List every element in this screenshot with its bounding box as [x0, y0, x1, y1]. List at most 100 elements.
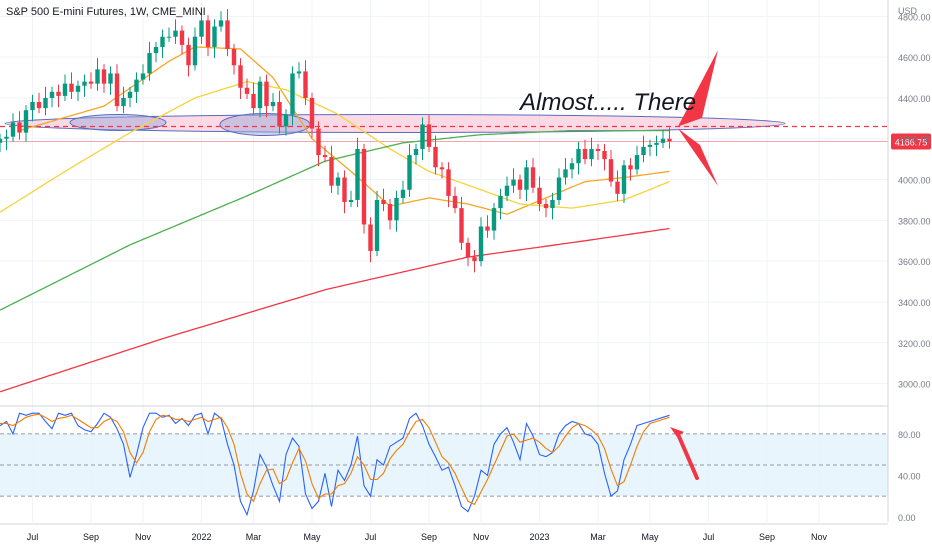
candle-body [290, 73, 295, 115]
candle-body [30, 102, 35, 111]
arrow-upper-icon [678, 50, 718, 127]
candle-body [4, 136, 9, 139]
moving-average-line [0, 129, 670, 311]
candle-body [608, 159, 614, 182]
candle-body [641, 146, 646, 156]
price-tick-label: 3800.00 [898, 216, 931, 226]
candle-body [10, 122, 16, 137]
candle-body [231, 48, 237, 66]
candle-body [563, 169, 568, 178]
candle-body [556, 177, 562, 200]
candle-body [355, 148, 360, 200]
candle-body [322, 155, 328, 158]
highlight-ellipse-left [69, 114, 167, 132]
candle-body [511, 179, 516, 186]
candle-body [628, 165, 633, 170]
candle-body [576, 148, 581, 164]
candle-body [316, 128, 321, 156]
time-tick-label: Jul [365, 532, 377, 542]
time-tick-label: 2022 [191, 532, 211, 542]
candle-body [472, 257, 477, 262]
candle-body [17, 122, 22, 133]
price-tick-label: 4200.00 [898, 135, 931, 145]
candle-body [459, 208, 464, 243]
candle-body [309, 97, 315, 129]
candle-body [524, 167, 529, 190]
candle-body [179, 30, 185, 45]
price-tick-label: 3400.00 [898, 298, 931, 308]
candle-body [602, 150, 607, 160]
candle-body [212, 26, 217, 47]
candle-body [186, 44, 191, 66]
time-tick-label: Sep [421, 532, 437, 542]
candle-body [433, 146, 438, 168]
candle-body [335, 177, 341, 186]
candle-body [218, 20, 224, 27]
candle-body [550, 199, 555, 209]
candle-body [199, 20, 204, 37]
time-tick-label: Mar [246, 532, 262, 542]
candle-body [420, 124, 425, 149]
candle-body [478, 226, 484, 262]
candle-body [121, 97, 126, 107]
price-tick-label: 3600.00 [898, 257, 931, 267]
time-tick-label: Nov [811, 532, 828, 542]
candle-body [43, 97, 48, 109]
candle-body [465, 242, 471, 258]
candle-body [225, 20, 230, 49]
oscillator-arrow-shaft-icon [675, 430, 699, 480]
oscillator-line [0, 413, 670, 506]
resistance-zone [4, 114, 786, 134]
candle-body [485, 226, 490, 231]
price-tick-label: 3000.00 [898, 380, 931, 390]
candle-body [160, 36, 165, 47]
candle-body [582, 148, 588, 160]
moving-average-line [0, 80, 670, 213]
candle-body [361, 148, 367, 225]
candle-body [264, 81, 269, 107]
candle-body [413, 148, 419, 156]
candle-body [374, 199, 380, 251]
price-tick-label: 4400.00 [898, 94, 931, 104]
candle-body [69, 83, 74, 92]
candle-body [23, 110, 29, 133]
candle-body [348, 199, 354, 202]
candle-body [426, 124, 432, 147]
candle-body [530, 167, 536, 188]
highlight-ellipse-middle [219, 113, 311, 137]
candle-body [634, 155, 640, 170]
candle-body [589, 148, 594, 160]
candle-body [439, 167, 445, 170]
price-tick-label: 4600.00 [898, 53, 931, 63]
candle-body [569, 163, 575, 170]
candle-body [517, 179, 523, 190]
candle-body [62, 83, 68, 96]
time-tick-label: Jul [703, 532, 715, 542]
candle-body [140, 73, 146, 80]
candle-body [381, 199, 386, 205]
time-tick-label: May [303, 532, 321, 542]
time-tick-label: 2023 [529, 532, 549, 542]
candle-body [114, 73, 120, 107]
candle-body [192, 36, 198, 66]
candle-body [615, 181, 620, 194]
time-tick-label: Sep [759, 532, 775, 542]
annotation-text: Almost..... There [518, 89, 696, 116]
candle-body [173, 30, 178, 37]
candle-body [329, 157, 334, 186]
candle-body [660, 138, 666, 143]
moving-average-line [0, 227, 670, 393]
oscillator-tick-label: 80.00 [898, 430, 921, 440]
arrow-lower-icon [678, 128, 718, 186]
candle-body [101, 69, 107, 84]
candle-body [36, 102, 42, 109]
candle-body [238, 65, 243, 88]
candle-body [153, 46, 159, 54]
candle-body [303, 71, 308, 98]
candle-body [283, 114, 289, 127]
candle-body [147, 53, 152, 74]
candle-body [504, 185, 510, 196]
candle-body [498, 195, 503, 209]
